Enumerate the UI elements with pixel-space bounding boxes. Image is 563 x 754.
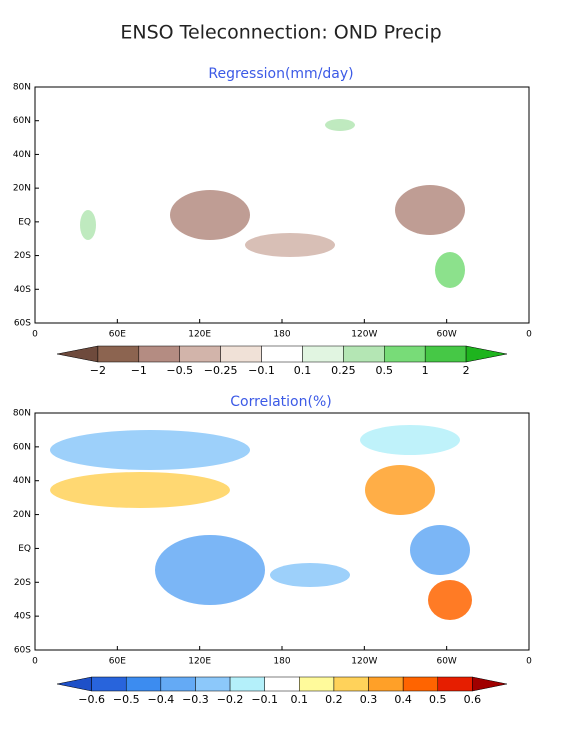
colorbar-label: −0.25 — [204, 364, 238, 377]
lon-label: 0 — [32, 657, 38, 667]
colorbar-swatch — [368, 676, 404, 692]
colorbar-arrow — [56, 345, 99, 363]
lat-label: 80N — [13, 83, 31, 93]
colorbar-swatch — [179, 345, 221, 363]
colorbar-swatch — [343, 345, 385, 363]
lat-label: 20S — [14, 578, 31, 588]
colorbar-label: 0.4 — [394, 693, 412, 706]
panel-subtitle: Regression(mm/day) — [208, 66, 353, 82]
lat-label: 40S — [14, 612, 31, 622]
colorbar-arrow — [465, 345, 508, 363]
lat-label: 60N — [13, 116, 31, 126]
lon-label: 120W — [351, 657, 377, 667]
field-blobs — [50, 425, 472, 620]
colorbar-label: −0.3 — [182, 693, 209, 706]
lat-label: EQ — [18, 217, 31, 227]
colorbar-swatch — [424, 345, 467, 363]
lon-label: 180 — [273, 330, 290, 340]
lat-label: 60S — [14, 319, 31, 329]
lat-label: 40N — [13, 150, 31, 160]
colorbar-swatch — [229, 676, 265, 692]
colorbar-label: −1 — [131, 364, 147, 377]
lat-label: 40S — [14, 285, 31, 295]
lat-label: 20N — [13, 510, 31, 520]
colorbar-label: 0.3 — [360, 693, 378, 706]
lon-label: 120W — [351, 330, 377, 340]
page-title: ENSO Teleconnection: OND Precip — [120, 22, 441, 44]
colorbar-label: 0.5 — [376, 364, 394, 377]
colorbar-label: −0.5 — [113, 693, 140, 706]
colorbar-label: 0.25 — [331, 364, 356, 377]
colorbar-swatch — [195, 676, 231, 692]
colorbar-label: −0.6 — [78, 693, 105, 706]
lat-label: 80N — [13, 409, 31, 419]
colorbar-swatch — [91, 676, 127, 692]
lon-label: 60E — [109, 330, 126, 340]
colorbar-label: −0.4 — [147, 693, 174, 706]
colorbar-swatch — [261, 345, 303, 363]
lon-label: 60W — [436, 330, 456, 340]
lat-label: 60N — [13, 442, 31, 452]
lon-label: 120E — [188, 657, 211, 667]
colorbar-swatch — [402, 676, 439, 692]
lon-label: 0 — [526, 657, 532, 667]
colorbar-swatch — [384, 345, 426, 363]
colorbar-label: 0.5 — [429, 693, 447, 706]
lon-label: 60E — [109, 657, 126, 667]
colorbar-label: −2 — [90, 364, 106, 377]
lon-label: 120E — [188, 330, 211, 340]
colorbar-label: −0.5 — [166, 364, 193, 377]
lat-label: 40N — [13, 476, 31, 486]
colorbar-arrow — [56, 676, 92, 692]
lat-label: EQ — [18, 544, 31, 554]
colorbar-swatch — [437, 676, 473, 692]
colorbar-label: 1 — [422, 364, 429, 377]
colorbar-swatch — [138, 345, 180, 363]
colorbar-label: 0.6 — [464, 693, 482, 706]
colorbar-swatch — [125, 676, 162, 692]
lat-label: 20N — [13, 184, 31, 194]
lon-label: 60W — [436, 657, 456, 667]
lon-label: 0 — [526, 330, 532, 340]
colorbar-swatch — [333, 676, 369, 692]
colorbar-label: −0.2 — [217, 693, 244, 706]
colorbar-swatch — [97, 345, 140, 363]
colorbar-label: 0.1 — [294, 364, 312, 377]
colorbar-swatch — [299, 676, 335, 692]
lon-label: 180 — [273, 657, 290, 667]
field-blobs — [80, 119, 465, 288]
colorbar-arrow — [472, 676, 508, 692]
colorbar-label: 0.1 — [291, 693, 309, 706]
lon-label: 0 — [32, 330, 38, 340]
colorbar-label: −0.1 — [248, 364, 275, 377]
panel-subtitle: Correlation(%) — [230, 394, 331, 410]
lat-label: 20S — [14, 251, 31, 261]
lat-label: 60S — [14, 646, 31, 656]
colorbar-label: −0.1 — [251, 693, 278, 706]
colorbar-swatch — [220, 345, 262, 363]
colorbar-swatch — [302, 345, 344, 363]
colorbar-swatch — [264, 676, 300, 692]
colorbar-label: 0.2 — [325, 693, 343, 706]
colorbar-swatch — [160, 676, 196, 692]
colorbar-label: 2 — [463, 364, 470, 377]
